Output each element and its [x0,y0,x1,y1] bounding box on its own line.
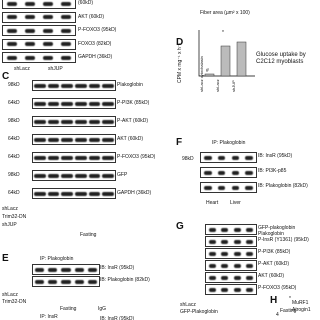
significance-mark: # [206,68,209,74]
condition-label: Fasting [280,308,297,314]
blot-label: P-AKT (60kD) [117,118,149,124]
blot-band [32,80,116,91]
blot-band [205,260,257,271]
blot-label: P-PI3K (85kD) [117,100,150,106]
blot-band [2,52,76,63]
axis-label: CPM x mg⁻¹ x h⁻¹ [177,42,184,84]
blot-label: IB: InsR (95kD) [100,265,135,271]
blot-band [32,98,116,109]
row-label: shLacz [2,206,18,212]
blot-band [2,11,76,23]
significance-mark: * [289,296,291,302]
row-label: shLacz [2,292,18,298]
blot-label: AKT (60kD) [117,136,144,142]
panel-letter: E [2,253,9,264]
blot-label: IB: InsR (95kD) [100,316,135,320]
panel-letter: G [176,221,184,232]
marker-label: 64kD [8,154,20,160]
row-label: shLacz [180,302,196,308]
category-label: shLacz [215,79,220,92]
ip-label: IP: Plakoglobin [212,140,246,146]
blot-band [200,152,257,163]
condition-label: Fasting [80,232,97,238]
blot-label: P-InsR (Y1361) (95kD) [258,237,309,243]
marker-label: 98kD [8,172,20,178]
significance-mark: * [222,30,224,36]
bar [204,73,215,77]
lane-label: Liver [230,200,241,206]
blot-band [32,188,116,199]
blot-band [200,182,257,193]
blot-band [205,236,257,247]
blot-label: IB: Plakoglobin (82kD) [258,183,308,189]
category-label: shJUP [231,80,236,92]
blot-band [32,276,100,287]
marker-label: 64kD [8,136,20,142]
blot-band [2,25,76,36]
panel-letter: C [2,71,10,82]
caption: Glucose uptake by C2C12 myoblasts [256,52,306,65]
blot-label: IB: Plakoglobin (82kD) [100,277,150,283]
bar [220,45,231,77]
condition-label: Fasting [60,306,77,312]
marker-label: 98kD [182,156,194,162]
blot-label: Plakoglobin [117,82,143,88]
blot-label: GAPDH (36kD) [78,54,113,60]
panel-letter: H [270,295,278,306]
lane-label: shJUP [48,66,63,72]
row-label: Trim32-DN [2,214,27,220]
blot-label: AKT (60kD) [258,273,285,279]
row-label: Trim32-DN [2,299,27,305]
blot-band [200,167,257,178]
blot-label: GAPDH (36kD) [117,190,152,196]
blot-band [32,170,116,181]
blot-label: AKT (60kD) [78,13,105,20]
control-label: IgG [98,306,107,312]
bar [236,41,247,77]
axis [198,30,255,77]
blot-band [32,134,116,145]
marker-label: 98kD [8,118,20,124]
blot-label: P-FOXO3 (95kD) [117,154,156,160]
blot-label: P-FOXO3 (95kD) [258,285,297,291]
marker-label: 64kD [8,100,20,106]
blot-band [2,38,76,50]
axis-label: Fiber area (µm² x 100) [200,10,250,16]
blot-label: (60kD) [78,0,94,6]
blot-band [205,248,257,259]
legend-label: MuRF1 [292,300,309,306]
blot-label: IB: InsR (95kD) [258,153,293,159]
blot-band [32,116,116,127]
blot-label: P-AKT (60kD) [258,261,290,267]
blot-band [32,152,116,163]
blot-band [205,272,257,283]
blot-band [205,284,257,295]
legend-label: Atrogin1 [292,307,311,313]
blot-band [2,0,76,9]
panel-letter: D [176,37,184,48]
marker-label: 64kD [8,190,20,196]
blot-label: GFP [117,172,128,178]
lane-label: shLacz [14,66,30,72]
blot-band [205,224,257,235]
blot-label: FOXO3 (82kD) [78,40,112,47]
row-label: GFP-Plakoglobin [180,309,218,315]
row-label: shJUP [2,222,17,228]
panel-letter: F [176,137,183,148]
tick-label: 4 [276,312,279,318]
ip-label: IP: InsR [40,314,58,320]
marker-label: 98kD [8,82,20,88]
bar-chart [198,30,255,77]
blot-label: IB: PI3K-p85 [258,168,287,174]
blot-label: GFP-plakoglobin [258,225,296,231]
ip-label: IP: Plakoglobin [40,256,74,262]
category-label: shLacz cytochalasin [199,56,204,92]
blot-label: P-PI3K (85kD) [258,249,291,255]
blot-label: Plakoglobin [258,231,284,237]
blot-band [32,264,100,275]
blot-label: P-FOXO3 (95kD) [78,27,117,33]
lane-label: Heart [206,200,219,206]
